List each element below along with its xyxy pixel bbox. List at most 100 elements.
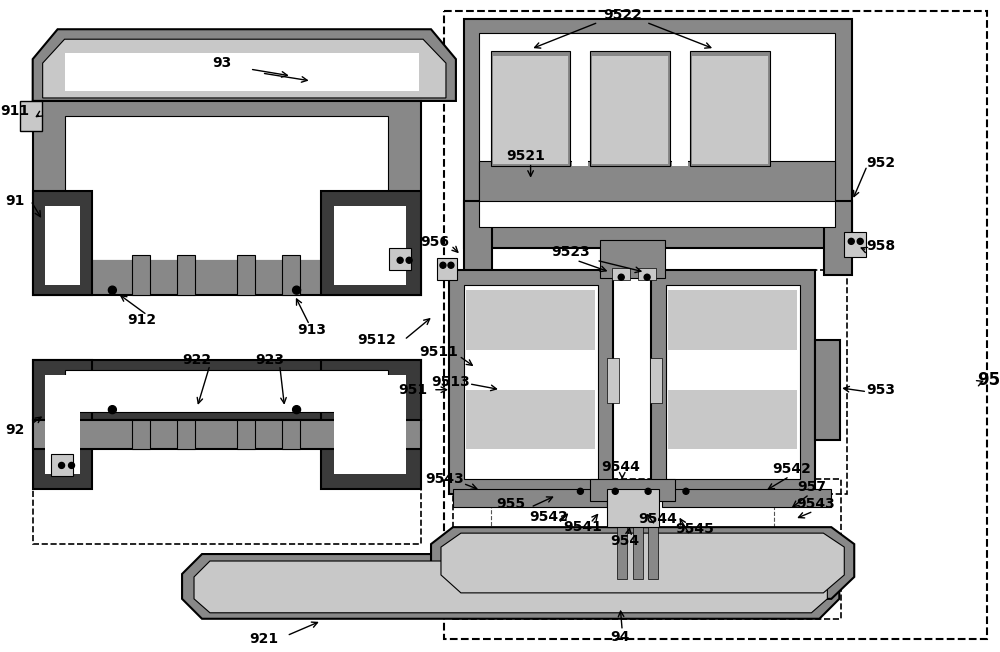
Circle shape — [406, 258, 412, 263]
Bar — [282, 420, 300, 449]
Circle shape — [69, 462, 75, 468]
Bar — [464, 285, 598, 479]
Bar — [590, 51, 670, 166]
Bar — [479, 160, 835, 201]
Circle shape — [448, 262, 454, 268]
Circle shape — [397, 258, 403, 263]
Bar — [493, 56, 568, 164]
Bar — [33, 420, 421, 449]
Bar — [237, 420, 255, 449]
Text: 951: 951 — [399, 383, 428, 396]
Polygon shape — [43, 39, 446, 98]
Bar — [651, 270, 815, 494]
Bar — [607, 489, 659, 527]
Text: 957: 957 — [797, 481, 826, 494]
Text: 913: 913 — [297, 323, 326, 337]
Text: 9544: 9544 — [601, 460, 640, 475]
Bar — [815, 340, 840, 439]
Bar — [612, 268, 630, 280]
Bar — [648, 524, 658, 579]
Bar — [844, 232, 866, 258]
Bar — [633, 524, 643, 579]
Bar — [449, 270, 613, 494]
Bar — [662, 489, 831, 507]
Text: 958: 958 — [867, 239, 896, 254]
Circle shape — [644, 274, 650, 280]
Text: 9542: 9542 — [529, 511, 568, 524]
Bar — [321, 360, 421, 489]
Bar — [282, 256, 300, 295]
Bar — [334, 205, 406, 285]
Bar — [638, 268, 656, 280]
Polygon shape — [441, 533, 844, 593]
Text: 9543: 9543 — [796, 497, 835, 511]
Bar — [449, 270, 847, 494]
Text: 9523: 9523 — [551, 245, 590, 259]
Bar — [132, 420, 150, 449]
Circle shape — [59, 462, 65, 468]
Bar — [65, 260, 388, 290]
Bar — [334, 375, 406, 475]
Bar — [464, 20, 852, 248]
Polygon shape — [33, 29, 456, 101]
Text: 9521: 9521 — [506, 149, 545, 163]
Bar — [453, 489, 607, 507]
Circle shape — [108, 286, 116, 294]
Bar — [592, 56, 668, 164]
Text: 923: 923 — [255, 353, 284, 367]
Bar — [20, 101, 42, 131]
Text: 9512: 9512 — [357, 333, 396, 347]
Circle shape — [293, 286, 301, 294]
Bar — [491, 51, 570, 166]
Bar — [692, 56, 768, 164]
Bar — [466, 290, 595, 350]
Bar — [177, 256, 195, 295]
Bar — [321, 190, 421, 295]
Text: 93: 93 — [212, 56, 232, 70]
Circle shape — [293, 406, 301, 413]
Bar — [617, 524, 627, 579]
Bar — [51, 454, 73, 477]
Text: 921: 921 — [249, 632, 278, 645]
Bar — [466, 390, 595, 449]
Bar — [237, 256, 255, 295]
Bar — [607, 358, 619, 403]
Bar — [45, 205, 80, 285]
Circle shape — [683, 488, 689, 494]
Bar — [479, 33, 835, 228]
Text: 9511: 9511 — [420, 345, 458, 359]
Bar — [65, 116, 388, 260]
Bar — [33, 360, 92, 489]
Text: 9545: 9545 — [675, 522, 714, 536]
Bar — [45, 375, 80, 475]
Text: 94: 94 — [611, 630, 630, 644]
Bar — [33, 360, 421, 544]
Bar — [464, 20, 852, 248]
Bar — [572, 51, 588, 166]
Bar — [177, 420, 195, 449]
Bar — [444, 11, 987, 639]
Circle shape — [108, 406, 116, 413]
Bar — [600, 241, 665, 278]
Bar — [491, 494, 774, 586]
Bar — [666, 285, 800, 479]
Circle shape — [618, 274, 624, 280]
Circle shape — [577, 488, 583, 494]
Text: 9513: 9513 — [432, 375, 470, 389]
Bar — [668, 390, 797, 449]
Circle shape — [440, 262, 446, 268]
Text: 9522: 9522 — [603, 8, 642, 22]
Text: 9544: 9544 — [639, 512, 678, 526]
Text: 9542: 9542 — [772, 462, 811, 477]
Text: 95: 95 — [977, 371, 1000, 389]
Bar — [672, 51, 688, 166]
Bar — [65, 53, 419, 91]
Text: 955: 955 — [496, 497, 525, 511]
Text: 9543: 9543 — [426, 472, 464, 486]
Text: 954: 954 — [611, 534, 640, 548]
Polygon shape — [182, 554, 839, 619]
Bar — [33, 190, 92, 295]
Text: 912: 912 — [128, 313, 157, 327]
Polygon shape — [194, 561, 827, 613]
Polygon shape — [431, 527, 854, 599]
